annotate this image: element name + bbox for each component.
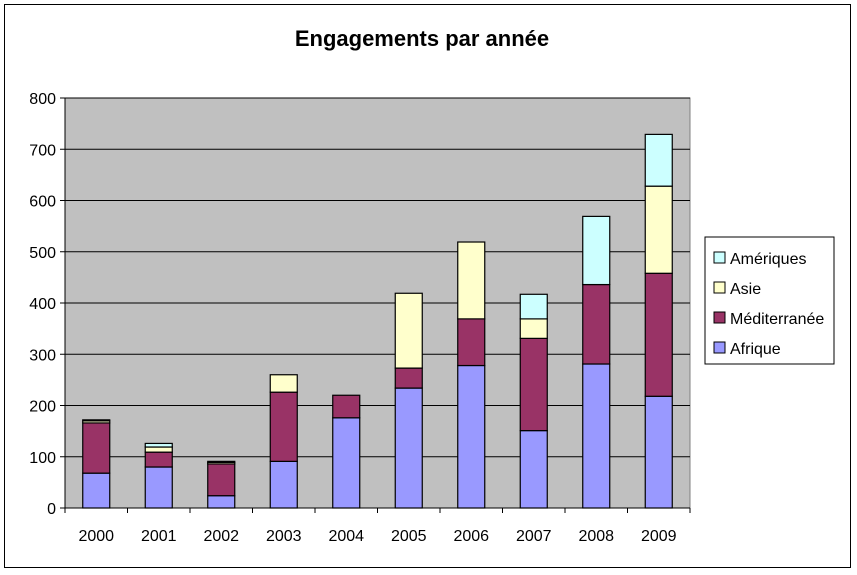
y-tick-label: 600: [29, 194, 56, 211]
bar-segment-afrique-2003: [269, 460, 298, 509]
x-tick-label: 2000: [78, 528, 114, 545]
bars: [82, 133, 673, 509]
legend-box: [704, 236, 835, 365]
y-axis-ticks: 0 100 200 300 400 500 600 700 800: [29, 91, 65, 518]
y-tick-label: 500: [29, 245, 56, 262]
y-tick-label: 700: [29, 142, 56, 159]
bar-segment-afrique-2002: [207, 495, 236, 509]
x-tick-label: 2003: [266, 528, 302, 545]
bar-segment-amériques-2007: [519, 293, 548, 320]
bar-segment-asie-2009: [644, 185, 673, 274]
legend-label-asie: Asie: [730, 281, 761, 298]
bar-segment-méditerranée-2000: [82, 422, 111, 474]
bar-segment-asie-2005: [394, 292, 423, 369]
x-tick-label: 2009: [641, 528, 677, 545]
x-tick-label: 2005: [391, 528, 427, 545]
legend: Amériques Asie Méditerranée Afrique: [704, 236, 835, 365]
x-tick-label: 2001: [141, 528, 177, 545]
x-tick-label: 2004: [328, 528, 364, 545]
bar-segment-amériques-2002: [207, 460, 236, 463]
chart-title: Engagements par année: [295, 26, 549, 51]
bar-segment-méditerranée-2006: [457, 318, 486, 367]
legend-swatch-afrique: [713, 341, 726, 354]
bar-segment-méditerranée-2009: [644, 272, 673, 397]
bar-segment-afrique-2006: [457, 364, 486, 509]
legend-label-méditerranée: Méditerranée: [730, 311, 824, 328]
x-tick-label: 2007: [516, 528, 552, 545]
y-tick-label: 0: [47, 501, 56, 518]
bar-segment-amériques-2000: [82, 419, 111, 422]
bar-segment-méditerranée-2007: [519, 337, 548, 432]
legend-swatch-amériques: [713, 251, 726, 264]
bar-segment-amériques-2009: [644, 133, 673, 187]
bar-segment-asie-2001: [144, 446, 173, 453]
y-tick-label: 100: [29, 450, 56, 467]
bar-segment-méditerranée-2008: [582, 283, 611, 365]
legend-swatch-méditerranée: [713, 311, 726, 324]
legend-label-amériques: Amériques: [730, 251, 806, 268]
bar-segment-afrique-2004: [332, 417, 361, 509]
bar-segment-asie-2006: [457, 241, 486, 320]
bar-segment-asie-2007: [519, 318, 548, 339]
x-tick-label: 2002: [203, 528, 239, 545]
y-tick-label: 200: [29, 399, 56, 416]
y-tick-label: 800: [29, 91, 56, 108]
bar-segment-méditerranée-2002: [207, 463, 236, 497]
bar-segment-amériques-2008: [582, 215, 611, 286]
y-tick-label: 400: [29, 296, 56, 313]
bar-segment-afrique-2007: [519, 430, 548, 509]
legend-swatch-asie: [713, 281, 726, 294]
bar-segment-afrique-2005: [394, 387, 423, 509]
bar-segment-afrique-2000: [82, 472, 111, 509]
bar-segment-méditerranée-2003: [269, 391, 298, 462]
bar-segment-afrique-2001: [144, 466, 173, 509]
x-tick-label: 2006: [453, 528, 489, 545]
bar-segment-amériques-2001: [144, 442, 173, 448]
legend-label-afrique: Afrique: [730, 341, 781, 358]
bar-segment-asie-2003: [269, 374, 298, 393]
bar-segment-méditerranée-2004: [332, 394, 361, 419]
bar-segment-méditerranée-2005: [394, 367, 423, 389]
x-tick-label: 2008: [578, 528, 614, 545]
y-tick-label: 300: [29, 347, 56, 364]
x-axis-ticks: 2000 2001 2002 2003 2004 2005 2006 2007 2008 2009: [64, 508, 691, 545]
bar-segment-afrique-2009: [644, 395, 673, 509]
bar-segment-méditerranée-2001: [144, 451, 173, 468]
bar-segment-afrique-2008: [582, 363, 611, 509]
